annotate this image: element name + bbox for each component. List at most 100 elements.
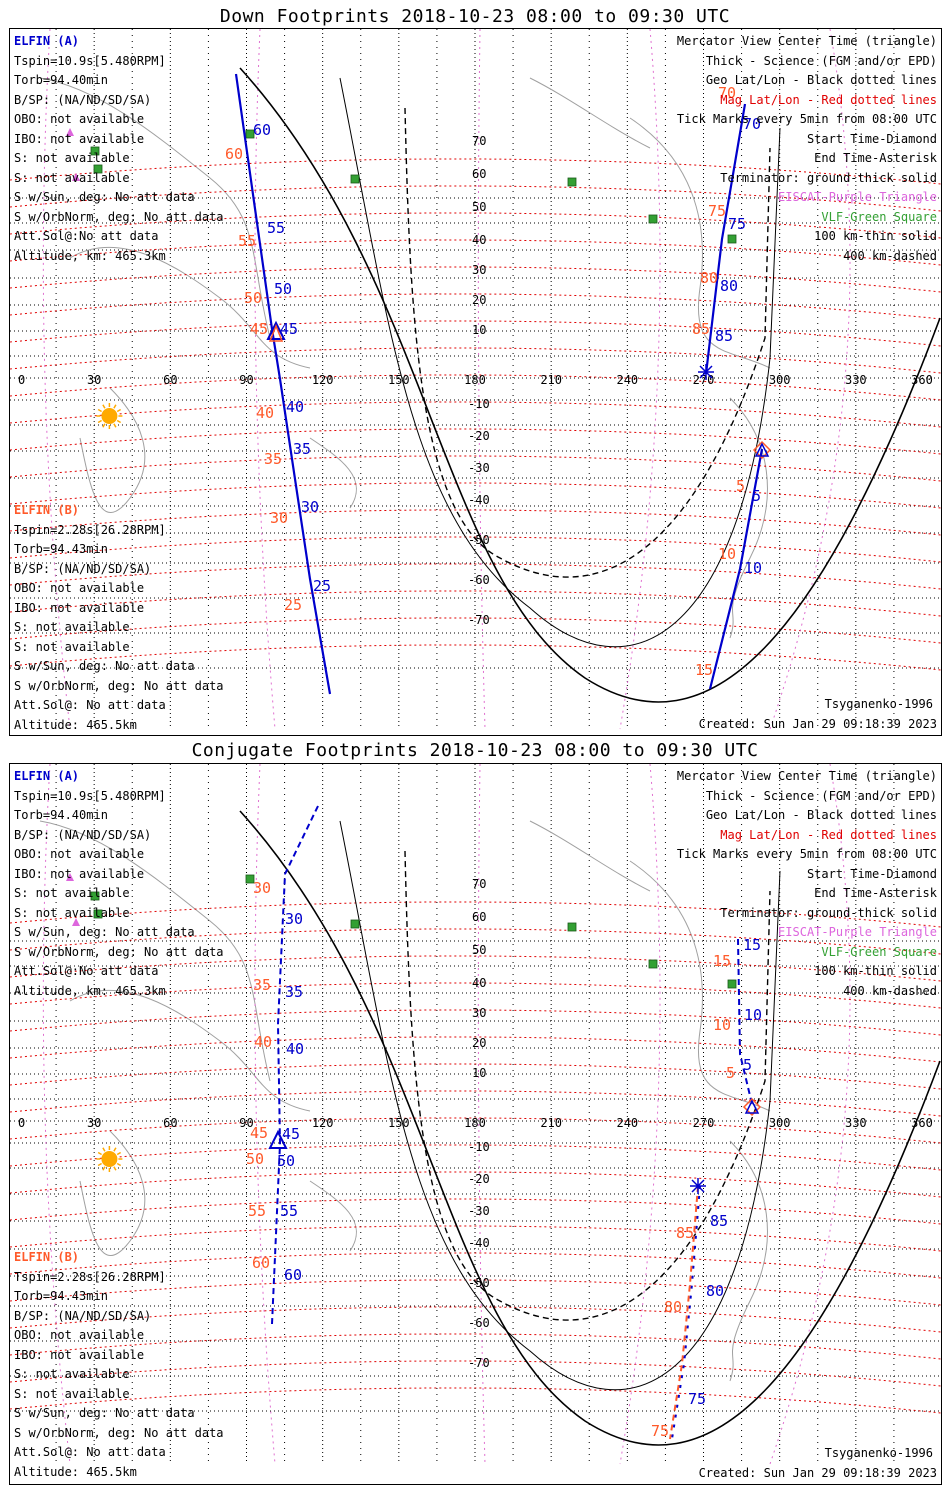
info-line: Tspin=2.28s[26.28RPM] (14, 522, 166, 537)
elfin-a-track (234, 73, 332, 695)
eiscat-station-icon (72, 173, 80, 181)
mag-lon-gridline (42, 29, 71, 730)
mag-lat-gridline (10, 1009, 941, 1036)
tick-label: 10 (744, 1006, 762, 1024)
tick-label-mag: 80 (664, 1298, 682, 1316)
tick-label-mag: 40 (254, 1033, 272, 1051)
sun-ray (116, 1162, 122, 1167)
info-line: S w/Sun, deg: No att data (14, 925, 195, 939)
info-line: S: not available (14, 1386, 130, 1401)
elfin-b-track (704, 103, 747, 375)
tick-label-mag: 45 (250, 1124, 268, 1142)
tick-label-mag: 25 (284, 596, 302, 614)
info-line: S w/OrbNorm, deg: No att data (14, 944, 224, 959)
tick-label: 5 (752, 487, 761, 505)
legend-item: Geo Lat/Lon - Black dotted lines (705, 73, 937, 87)
tick-label: 40 (286, 1040, 304, 1058)
vlf-station-icon (245, 129, 255, 139)
eiscat-station-icon (66, 128, 74, 136)
lon-tick-label: 90 (239, 373, 253, 387)
info-line: Tspin=10.9s[5.480RPM] (14, 53, 166, 68)
mag-lat-gridline (10, 185, 941, 212)
tick-label-mag: 40 (256, 404, 274, 422)
elfin-b-lines: Tspin=2.28s[26.28RPM] Torb=94.43min B/SP… (14, 1268, 224, 1483)
info-line: Torb=94.43min (14, 1289, 108, 1303)
mag-lon-gridline (254, 764, 276, 1465)
mag-lat-gridline (10, 1198, 941, 1225)
sun-ray (113, 1166, 117, 1171)
legend-item: 400 km-dashed (843, 983, 937, 998)
legend-item: 100 km-thin solid (814, 964, 937, 978)
elfin-a-lines: Tspin=10.9s[5.480RPM] Torb=94.40min B/SP… (14, 52, 224, 267)
tick-label: 35 (293, 440, 311, 458)
info-line: Altitude, km: 465.3km (14, 248, 166, 263)
mag-lat-gridline (10, 1387, 941, 1414)
eiscat-station-icon (66, 873, 74, 881)
mag-lat-gridline (10, 374, 941, 401)
lat-tick-label: -30 (468, 461, 490, 475)
tick-label-mag: 5 (726, 1064, 735, 1082)
tick-label: 60 (284, 1266, 302, 1284)
info-line: Torb=94.40min (14, 73, 108, 87)
legend-item: EISCAT-Purple Triangle (778, 925, 937, 939)
terminator-100km (339, 77, 781, 648)
terminator-400km (404, 107, 771, 578)
sun-ray (97, 408, 102, 413)
info-line: Tspin=2.28s[26.28RPM] (14, 1269, 166, 1284)
mag-lat-gridline (10, 1360, 941, 1387)
mag-lat-gridline (10, 1279, 941, 1306)
tick-label-mag: 85 (692, 320, 710, 338)
info-line: S w/OrbNorm, deg: No att data (14, 209, 224, 224)
lon-tick-label: 270 (693, 1116, 715, 1130)
info-line: S: not available (14, 620, 130, 634)
info-line: S: not available (14, 905, 130, 920)
tick-label-mag: 80 (700, 269, 718, 287)
info-line: IBO: not available (14, 131, 145, 146)
lat-tick-label: 30 (472, 263, 486, 277)
vlf-station-icon (350, 174, 360, 184)
vlf-station-icon (90, 891, 100, 901)
lat-tick-label: -50 (468, 1276, 490, 1290)
info-line: B/SP: (NA/ND/SD/SA) (14, 561, 152, 576)
tick-label: 10 (744, 559, 762, 577)
lat-tick-label: -40 (468, 1236, 490, 1250)
coastline (629, 117, 771, 369)
mag-lon-gridline (769, 29, 851, 730)
panel-2-title: Conjugate Footprints 2018-10-23 08:00 to… (191, 740, 759, 761)
lon-tick-label: 240 (616, 373, 638, 387)
elfin-a-track (271, 805, 319, 1325)
legend-item: Start Time-Diamond (806, 866, 937, 881)
eiscat-station-icon (72, 918, 80, 926)
tick-label-mag: 75 (651, 1422, 669, 1440)
tick-label: 75 (688, 1390, 706, 1408)
lat-tick-label: -10 (468, 1140, 490, 1154)
lat-tick-label: 50 (472, 943, 486, 957)
tick-label: 45 (280, 320, 298, 338)
lon-tick-label: 90 (239, 1116, 253, 1130)
tick-label-mag: 85 (676, 1224, 694, 1242)
conjugate-footprints-map: 0 30 60 90 120 150 180 210 240 270 300 330 360 70 60 50… (9, 763, 942, 1485)
tick-label-mag: 15 (695, 661, 713, 679)
sun-ray (116, 419, 122, 424)
lon-tick-label: 360 (911, 373, 933, 387)
tick-label: 30 (301, 498, 319, 516)
mag-lon-gridline (477, 764, 486, 1465)
tick-label-mag: 55 (248, 1202, 266, 1220)
sun-ray (97, 1151, 102, 1156)
mag-lat-gridline (10, 1252, 941, 1279)
mag-lat-gridline (10, 928, 941, 955)
lat-tick-label: 70 (472, 877, 486, 891)
sun-ray (116, 1151, 122, 1156)
lon-tick-label: 300 (769, 1116, 791, 1130)
elfin-b-info: ELFIN (B) Tspin=2.28s[26.28RPM] Torb=94.… (14, 1248, 224, 1482)
legend-item: Start Time-Diamond (806, 131, 937, 146)
lat-tick-label: 60 (472, 167, 486, 181)
vlf-station-icon (648, 959, 658, 969)
vlf-station-icon (245, 874, 255, 884)
elfin-a-header: ELFIN (A) (14, 34, 80, 48)
elfin-a-info: ELFIN (A) Tspin=10.9s[5.480RPM] Torb=94.… (14, 32, 224, 266)
mag-lat-gridline (10, 509, 941, 536)
lat-tick-label: -50 (468, 533, 490, 547)
info-line: Att.Sol@: No att data (14, 698, 166, 712)
mag-lat-gridline (10, 401, 941, 428)
